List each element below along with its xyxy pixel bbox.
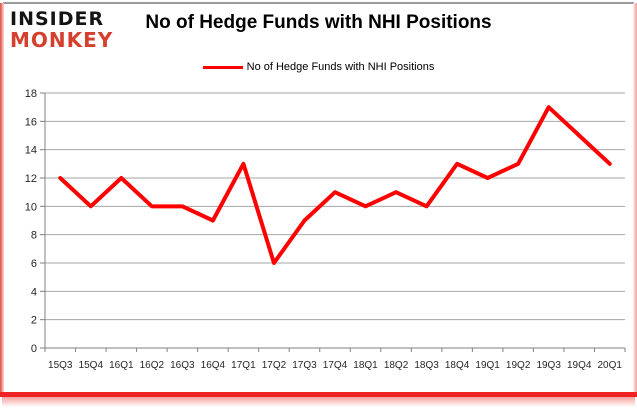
x-tick-label: 18Q2 bbox=[384, 360, 409, 371]
x-tick-label: 18Q1 bbox=[353, 360, 378, 371]
y-tick-label: 12 bbox=[25, 173, 37, 185]
insider-monkey-logo: INSIDER MONKEY bbox=[10, 8, 114, 52]
chart-title: No of Hedge Funds with NHI Positions bbox=[145, 12, 492, 33]
legend-label: No of Hedge Funds with NHI Positions bbox=[246, 61, 435, 73]
x-tick-label: 17Q4 bbox=[323, 360, 348, 371]
y-tick-label: 16 bbox=[25, 116, 37, 128]
x-tick-label: 17Q1 bbox=[231, 360, 256, 371]
x-tick-label: 16Q3 bbox=[170, 360, 195, 371]
x-tick-label: 19Q3 bbox=[536, 360, 561, 371]
series-line bbox=[58, 105, 612, 265]
x-tick-label: 16Q1 bbox=[109, 360, 134, 371]
frame-border-top bbox=[3, 2, 634, 4]
x-tick-label: 17Q3 bbox=[292, 360, 317, 371]
x-tick-label: 15Q4 bbox=[79, 360, 104, 371]
x-tick-label: 16Q4 bbox=[201, 360, 226, 371]
legend-line-sample bbox=[202, 65, 243, 69]
x-tick-label: 18Q4 bbox=[445, 360, 470, 371]
frame-border-bottom-shadow bbox=[2, 397, 635, 407]
logo-text-monkey: MONKEY bbox=[10, 28, 114, 52]
y-tick-label: 4 bbox=[31, 286, 37, 298]
y-tick-label: 6 bbox=[31, 258, 37, 270]
x-tick-label: 20Q1 bbox=[598, 360, 623, 371]
legend: No of Hedge Funds with NHI Positions bbox=[0, 61, 637, 73]
x-tick-label: 18Q3 bbox=[414, 360, 439, 371]
x-tick-label: 19Q1 bbox=[475, 360, 500, 371]
y-tick-label: 10 bbox=[25, 201, 37, 213]
x-tick-label: 15Q3 bbox=[48, 360, 73, 371]
x-tick-label: 19Q2 bbox=[506, 360, 531, 371]
frame-border-right bbox=[633, 3, 637, 394]
y-tick-label: 14 bbox=[25, 145, 37, 157]
x-tick-label: 17Q2 bbox=[262, 360, 287, 371]
logo-text-insider: INSIDER bbox=[10, 8, 105, 30]
y-tick-label: 0 bbox=[31, 343, 37, 355]
y-tick-label: 2 bbox=[31, 315, 37, 327]
x-tick-label: 19Q4 bbox=[567, 360, 592, 371]
frame-border-bottom bbox=[0, 392, 637, 397]
y-tick-label: 18 bbox=[25, 88, 37, 100]
x-tick-label: 16Q2 bbox=[140, 360, 165, 371]
frame-border-left bbox=[0, 3, 4, 394]
y-tick-label: 8 bbox=[31, 230, 37, 242]
